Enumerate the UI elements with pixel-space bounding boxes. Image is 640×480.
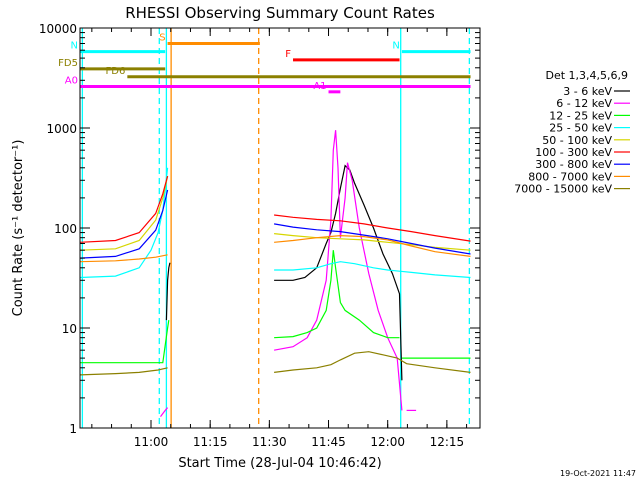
series-line-8-0 [79, 367, 168, 376]
y-axis-label: Count Rate (s⁻¹ detector⁻¹) [11, 140, 26, 317]
legend-label-0: 3 - 6 keV [563, 85, 612, 98]
series-line-0-1 [274, 164, 403, 381]
legend-title: Det 1,3,4,5,6,9 [545, 69, 628, 82]
footer-timestamp: 19-Oct-2021 11:47 [560, 469, 636, 478]
legend-label-7: 800 - 7000 keV [528, 170, 612, 183]
series-line-0-0 [165, 262, 171, 321]
annotation-label-1: F [285, 49, 291, 60]
x-tick-label-1: 11:15 [193, 435, 228, 449]
legend-label-4: 50 - 100 keV [542, 134, 612, 147]
series-line-4-0 [79, 175, 169, 251]
y-tick-label-4: 10000 [39, 22, 77, 36]
series-line-5-0 [79, 175, 169, 243]
legend-label-2: 12 - 25 keV [549, 109, 612, 122]
legend-label-8: 7000 - 15000 keV [514, 183, 612, 196]
y-tick-label-2: 100 [54, 222, 77, 236]
y-tick-label-0: 1 [69, 422, 77, 436]
series-line-6-0 [79, 189, 169, 259]
y-axis: 1 10 100 1000 10000 [39, 22, 480, 436]
chart-title: RHESSI Observing Summary Count Rates [125, 4, 435, 22]
legend-label-1: 6 - 12 keV [556, 97, 612, 110]
x-tick-label-2: 11:30 [252, 435, 287, 449]
legend-label-5: 100 - 300 keV [535, 146, 612, 159]
x-axis: 11:00 11:15 11:30 11:45 12:00 12:15 [91, 28, 468, 449]
annotation-label-2: N [71, 41, 78, 52]
series-line-7-1 [274, 234, 471, 257]
x-tick-label-0: 11:00 [134, 435, 169, 449]
annotation-label-0: S [159, 32, 165, 43]
y-tick-label-3: 1000 [46, 122, 77, 136]
series-line-6-1 [273, 223, 471, 255]
legend-label-3: 25 - 50 keV [549, 122, 612, 135]
series-line-1-1 [273, 130, 403, 411]
annotation-label-5: FD6 [106, 66, 126, 77]
series-line-5-1 [274, 214, 471, 242]
series-line-1-0 [160, 407, 169, 417]
series-line-8-1 [274, 351, 471, 373]
plot-area: S F N N FD5 FD6 A0 A1 [58, 28, 471, 428]
annotation-label-6: A0 [65, 76, 78, 87]
series-line-3-1 [274, 261, 471, 279]
x-tick-label-5: 12:15 [430, 435, 465, 449]
series-line-2-0 [80, 320, 170, 364]
x-axis-label: Start Time (28-Jul-04 10:46:42) [178, 456, 381, 471]
x-tick-label-3: 11:45 [311, 435, 346, 449]
series-line-7-0 [79, 254, 168, 263]
annotation-label-7: A1 [313, 81, 326, 92]
annotation-label-4: FD5 [58, 58, 78, 69]
series-line-2-1 [274, 250, 400, 339]
annotation-label-3: N [392, 41, 399, 52]
x-tick-label-4: 12:00 [370, 435, 405, 449]
y-tick-label-1: 10 [62, 322, 77, 336]
legend-label-6: 300 - 800 keV [535, 158, 612, 171]
